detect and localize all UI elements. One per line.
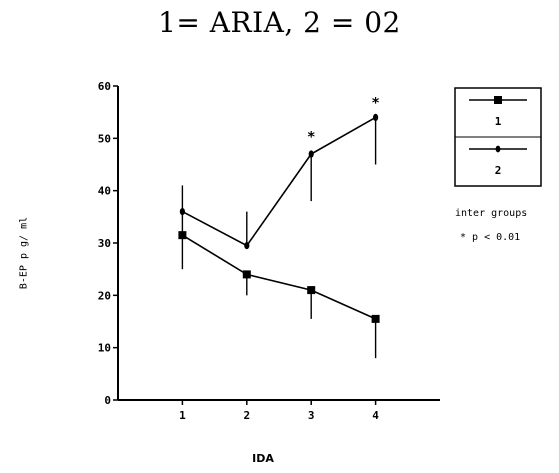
y-tick-label-50: 50 <box>98 132 111 145</box>
y-tick-label-60: 60 <box>98 80 111 93</box>
x-tick-label-2: 2 <box>243 409 250 422</box>
y-tick-label-20: 20 <box>98 289 111 302</box>
x-axis-label: IDA <box>252 452 274 465</box>
y-tick-label-30: 30 <box>98 237 111 250</box>
legend-marker-2 <box>495 145 501 153</box>
significance-marker-3: * <box>307 130 315 146</box>
legend-marker-1 <box>494 96 502 104</box>
y-tick-label-0: 0 <box>104 394 111 407</box>
chart-title: 1= ARIA, 2 = 02 <box>158 6 401 39</box>
series-2-point-2 <box>244 242 250 250</box>
significance-note: * p < 0.01 <box>460 232 521 243</box>
series-2-point-3 <box>308 150 314 158</box>
legend-label-1: 1 <box>495 115 502 128</box>
series-1-line <box>181 234 376 320</box>
y-tick-label-40: 40 <box>98 185 111 198</box>
series-1-point-4 <box>371 314 380 323</box>
significance-marker-4: * <box>371 96 379 112</box>
x-tick-label-1: 1 <box>179 409 186 422</box>
legend-label-2: 2 <box>495 164 502 177</box>
series-2-point-1 <box>179 208 185 216</box>
x-tick-label-3: 3 <box>308 409 315 422</box>
series-1-point-2 <box>242 270 251 279</box>
series-1-point-3 <box>307 286 316 295</box>
x-tick-label-4: 4 <box>372 409 379 422</box>
y-tick-label-10: 10 <box>98 342 111 355</box>
series-2-line <box>182 116 376 247</box>
significance-title: inter groups <box>455 208 528 219</box>
series-2-point-4 <box>373 113 379 121</box>
